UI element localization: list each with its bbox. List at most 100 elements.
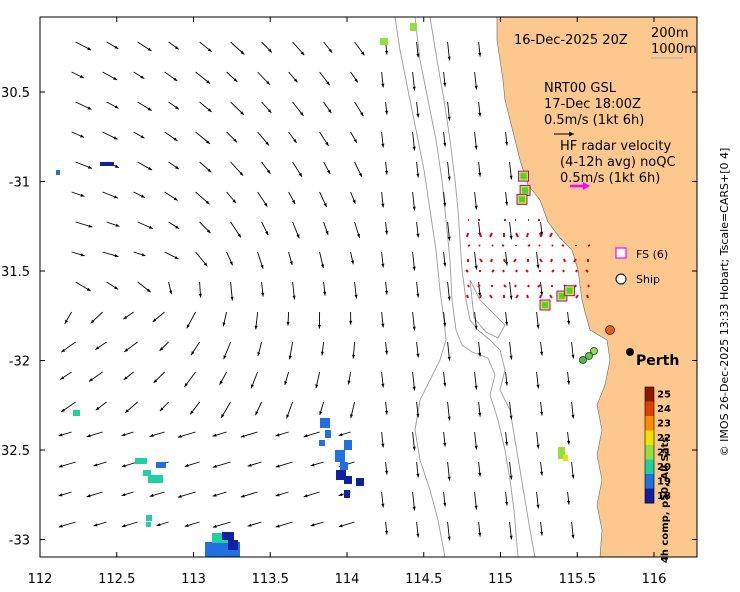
model-arrowhead	[338, 524, 343, 528]
model-arrowhead	[509, 295, 513, 300]
sst-pixel-patch	[335, 450, 345, 462]
hf-radar-arrow	[503, 284, 507, 288]
isobath-contours	[394, 16, 536, 558]
model-arrowhead	[184, 382, 188, 387]
hf-radar-arrow	[551, 269, 555, 273]
sst-patches	[56, 23, 568, 557]
model-arrowhead	[121, 524, 126, 528]
ship-legend-label: Ship	[636, 273, 660, 286]
model-arrowhead	[478, 412, 482, 417]
model-arrowhead	[350, 414, 354, 419]
sst-pixel-patch	[135, 458, 147, 464]
model-arrowhead	[536, 384, 540, 389]
model-arrowhead	[416, 113, 420, 118]
model-arrowhead	[173, 77, 178, 81]
hf-title: HF radar velocity	[560, 139, 672, 154]
colorbar-segment	[645, 401, 654, 417]
hf-radar-arrow	[549, 294, 553, 299]
hf-radar-arrow	[465, 269, 469, 273]
model-arrowhead	[257, 352, 261, 357]
model-arrowhead	[87, 165, 92, 169]
model-arrowhead	[319, 411, 323, 416]
sst-pixel-patch	[146, 522, 151, 527]
fs-station-fill	[566, 287, 573, 294]
sst-pixel-patch	[156, 462, 166, 468]
model-arrowhead	[447, 116, 451, 121]
colorbar-tick-label: 24	[657, 404, 671, 415]
model-arrowhead	[412, 326, 416, 331]
model-arrowhead	[381, 203, 385, 208]
hf-radar-arrow	[539, 258, 543, 263]
ship-legend-marker	[615, 273, 627, 285]
model-arrowhead	[571, 354, 575, 359]
hf-radar-arrow	[573, 258, 577, 263]
model-arrowhead	[353, 138, 357, 143]
model-arrowhead	[159, 347, 164, 351]
model-arrowhead	[310, 463, 315, 467]
y-tick-label: -33	[9, 534, 30, 549]
model-arrowhead	[87, 47, 92, 51]
x-tick-label: 114	[335, 572, 360, 587]
model-arrowhead	[416, 353, 420, 358]
model-arrowhead	[474, 325, 478, 330]
model-arrowhead	[416, 473, 420, 478]
model-arrowhead	[232, 199, 237, 204]
sst-pixel-patch	[563, 455, 568, 461]
fs-station-fill	[520, 173, 527, 180]
y-tick-label: 32.5	[1, 444, 30, 459]
model-arrowhead	[474, 145, 478, 150]
coastal-markers	[579, 325, 615, 364]
hf-radar-arrow	[561, 244, 565, 247]
model-arrowhead	[412, 86, 416, 91]
colorbar-segment	[645, 445, 654, 460]
coastal-marker-a	[579, 356, 587, 364]
model-arrowhead	[153, 379, 158, 383]
model-arrowhead	[114, 195, 119, 199]
model-arrowhead	[147, 107, 152, 111]
hf-radar-arrow	[574, 284, 577, 288]
isobath-1000m	[394, 16, 447, 558]
model-arrowhead	[95, 346, 100, 350]
colorbar-segment	[645, 488, 654, 504]
hf-radar-arrow	[467, 244, 471, 247]
sst-pixel-patch	[320, 418, 330, 428]
model-arrowhead	[174, 105, 179, 110]
model-arrowhead	[125, 409, 129, 413]
model-arrowhead	[268, 48, 272, 53]
model-arrowhead	[474, 385, 478, 390]
model-arrowhead	[478, 172, 482, 177]
model-arrowhead	[80, 134, 85, 138]
hf-radar-arrow	[575, 294, 579, 299]
model-arrowhead	[247, 523, 252, 527]
model-arrowhead	[352, 199, 356, 204]
model-arrowhead	[323, 203, 327, 208]
model-arrowhead	[169, 290, 173, 295]
sst-pixel-patch	[228, 540, 238, 550]
hf-radar-arrow	[587, 284, 590, 288]
model-arrowhead	[177, 434, 182, 438]
model-arrowhead	[354, 294, 358, 299]
model-arrowhead	[286, 321, 290, 326]
hf-radar-arrow	[527, 284, 530, 288]
sst-pixel-patch	[410, 23, 417, 31]
hf-radar-arrow	[562, 269, 565, 273]
colorbar-segment	[645, 416, 654, 431]
model-arrowhead	[447, 536, 451, 541]
model-arrowhead	[222, 322, 226, 327]
model-arrowhead	[93, 523, 98, 527]
model-arrowhead	[240, 111, 244, 115]
model-arrowhead	[478, 292, 482, 297]
model-arrowhead	[443, 142, 447, 147]
colorbar-tick-label: 23	[657, 418, 671, 429]
model-arrowhead	[240, 434, 245, 438]
fs-station-fill	[542, 302, 549, 309]
colorbar-tick-label: 25	[657, 389, 671, 400]
x-tick-label: 113	[181, 572, 206, 587]
model-arrowhead	[239, 171, 244, 176]
model-arrowhead	[113, 136, 118, 140]
model-arrowhead	[207, 48, 212, 52]
hf-scale-label: 0.5m/s (1kt 6h)	[560, 171, 660, 186]
model-arrowhead	[184, 523, 189, 527]
model-arrowhead	[240, 494, 245, 498]
